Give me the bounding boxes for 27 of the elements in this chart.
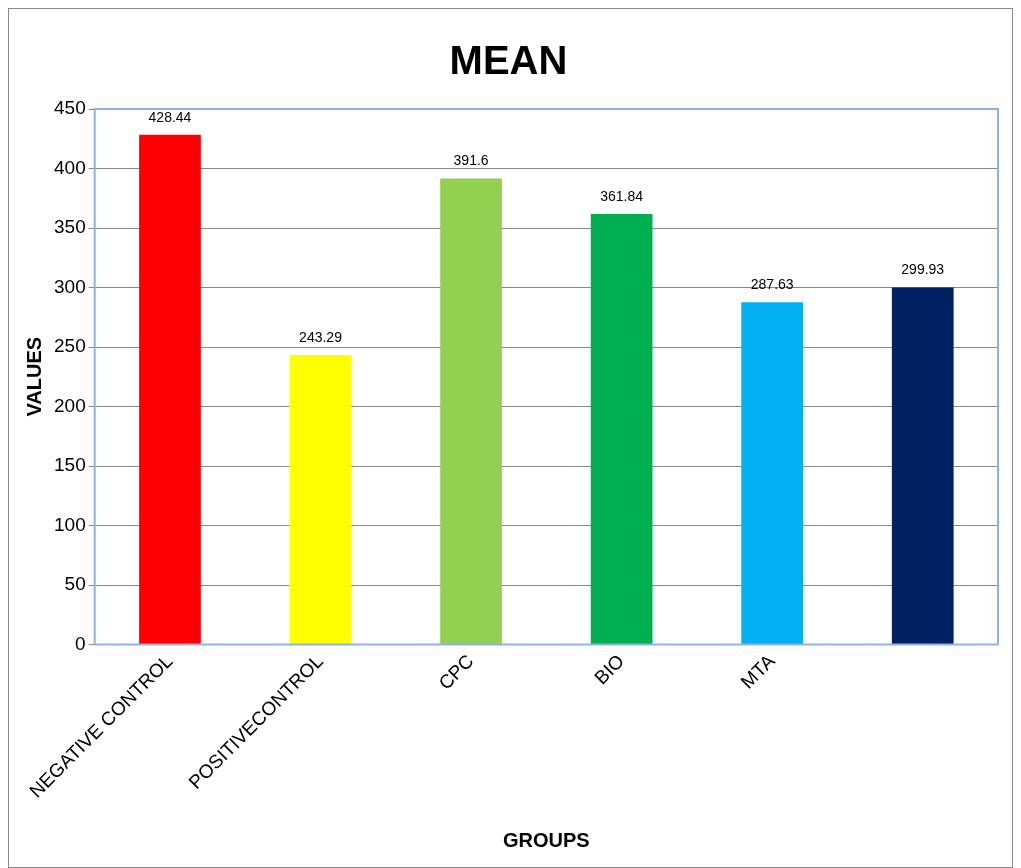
data-label: 243.29 bbox=[299, 328, 343, 345]
bar bbox=[891, 287, 954, 645]
x-tick-label: MTA bbox=[736, 650, 779, 693]
y-axis-title: VALUES bbox=[22, 336, 45, 417]
y-tick-label: 250 bbox=[54, 335, 86, 357]
data-label: 428.44 bbox=[148, 108, 192, 125]
y-tick-label: 200 bbox=[54, 394, 86, 416]
data-label: 299.93 bbox=[901, 261, 945, 278]
x-tick-label: BIO bbox=[590, 650, 629, 689]
y-tick-label: 400 bbox=[54, 156, 86, 178]
bar bbox=[289, 354, 352, 645]
y-tick-label: 300 bbox=[54, 275, 86, 297]
y-tick-label: 50 bbox=[64, 573, 86, 595]
bar bbox=[590, 213, 653, 645]
bar bbox=[741, 302, 804, 645]
y-tick-label: 0 bbox=[75, 632, 86, 654]
data-label: 391.6 bbox=[453, 152, 489, 169]
x-axis-title: GROUPS bbox=[503, 828, 590, 851]
y-tick-label: 350 bbox=[54, 216, 86, 238]
y-tick-label: 100 bbox=[54, 513, 86, 535]
data-label: 287.63 bbox=[750, 276, 794, 293]
chart-title: MEAN bbox=[449, 38, 568, 83]
bar bbox=[139, 134, 201, 645]
y-tick-label: 150 bbox=[54, 454, 86, 476]
y-tick-label: 450 bbox=[54, 97, 86, 119]
bar bbox=[440, 178, 502, 645]
data-label: 361.84 bbox=[600, 187, 644, 204]
